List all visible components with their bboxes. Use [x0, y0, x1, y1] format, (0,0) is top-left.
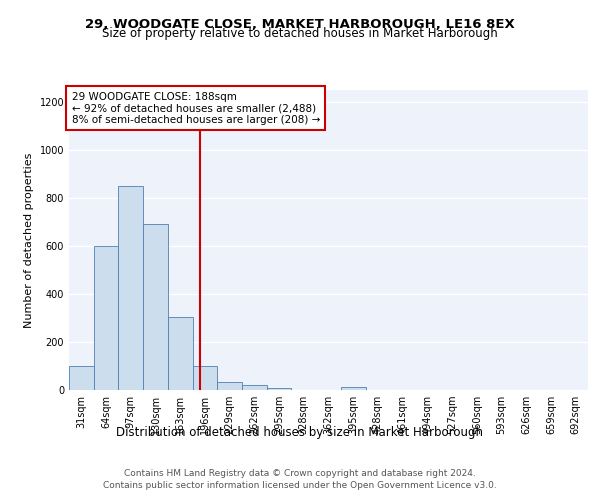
Bar [242, 384, 267, 390]
Text: Size of property relative to detached houses in Market Harborough: Size of property relative to detached ho… [102, 28, 498, 40]
Text: Contains public sector information licensed under the Open Government Licence v3: Contains public sector information licen… [103, 481, 497, 490]
Text: 29, WOODGATE CLOSE, MARKET HARBOROUGH, LE16 8EX: 29, WOODGATE CLOSE, MARKET HARBOROUGH, L… [85, 18, 515, 30]
Bar [193, 366, 217, 390]
Bar [267, 388, 292, 390]
Text: Distribution of detached houses by size in Market Harborough: Distribution of detached houses by size … [116, 426, 484, 439]
Bar [94, 246, 118, 390]
Text: 29 WOODGATE CLOSE: 188sqm
← 92% of detached houses are smaller (2,488)
8% of sem: 29 WOODGATE CLOSE: 188sqm ← 92% of detac… [71, 92, 320, 124]
Bar [168, 317, 193, 390]
Y-axis label: Number of detached properties: Number of detached properties [24, 152, 34, 328]
Bar [118, 186, 143, 390]
Bar [217, 382, 242, 390]
Bar [341, 386, 365, 390]
Bar [143, 224, 168, 390]
Text: Contains HM Land Registry data © Crown copyright and database right 2024.: Contains HM Land Registry data © Crown c… [124, 468, 476, 477]
Bar [69, 366, 94, 390]
